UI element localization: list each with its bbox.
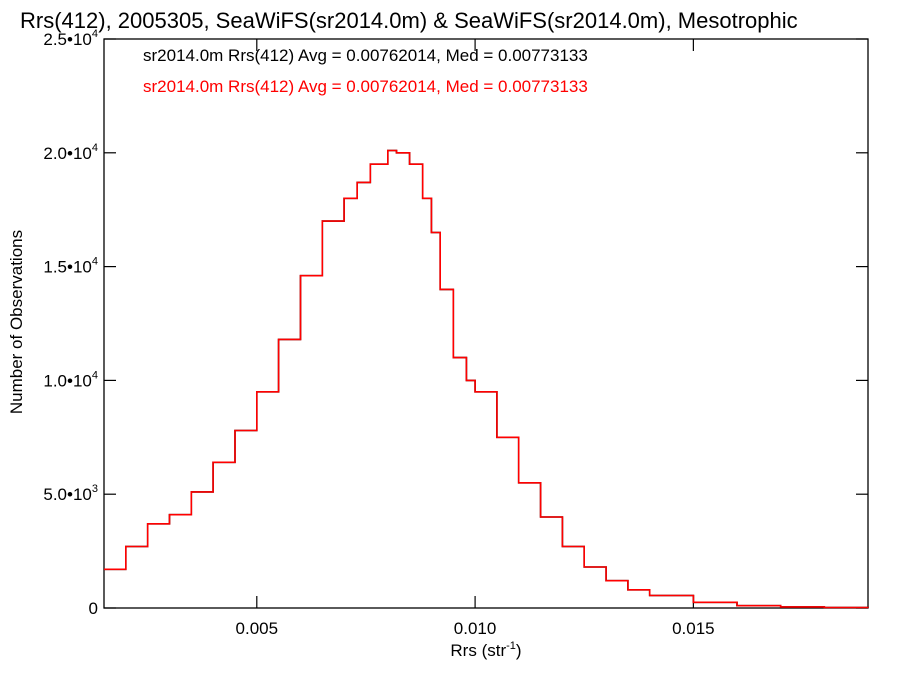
y-axis-label: Number of Observations [7, 230, 26, 414]
y-tick-label: 1.5•104 [43, 256, 98, 277]
y-tick-label: 1.0•104 [43, 369, 98, 390]
plot-frame [103, 38, 869, 609]
series-line-red [104, 149, 869, 609]
y-axis: 0 5.0•103 1.0•104 1.5•104 2.0•104 2.5•104 [43, 28, 868, 618]
y-tick-label: 5.0•103 [43, 483, 98, 504]
legend-entry-red: sr2014.0m Rrs(412) Avg = 0.00762014, Med… [143, 77, 588, 96]
x-axis-label: Rrs (str-1) [450, 640, 521, 660]
x-tick-label: 0.010 [454, 619, 497, 638]
y-tick-label: 2.5•104 [43, 28, 98, 49]
x-tick-label: 0.015 [672, 619, 715, 638]
legend: sr2014.0m Rrs(412) Avg = 0.00762014, Med… [143, 46, 588, 96]
y-tick-label: 2.0•104 [43, 142, 98, 163]
chart-title: Rrs(412), 2005305, SeaWiFS(sr2014.0m) & … [20, 8, 798, 33]
legend-entry-black: sr2014.0m Rrs(412) Avg = 0.00762014, Med… [143, 46, 588, 65]
x-axis: 0.005 0.010 0.015 [236, 39, 715, 638]
x-tick-label: 0.005 [236, 619, 279, 638]
y-tick-label: 0 [89, 599, 98, 618]
series-line-black [104, 149, 869, 609]
